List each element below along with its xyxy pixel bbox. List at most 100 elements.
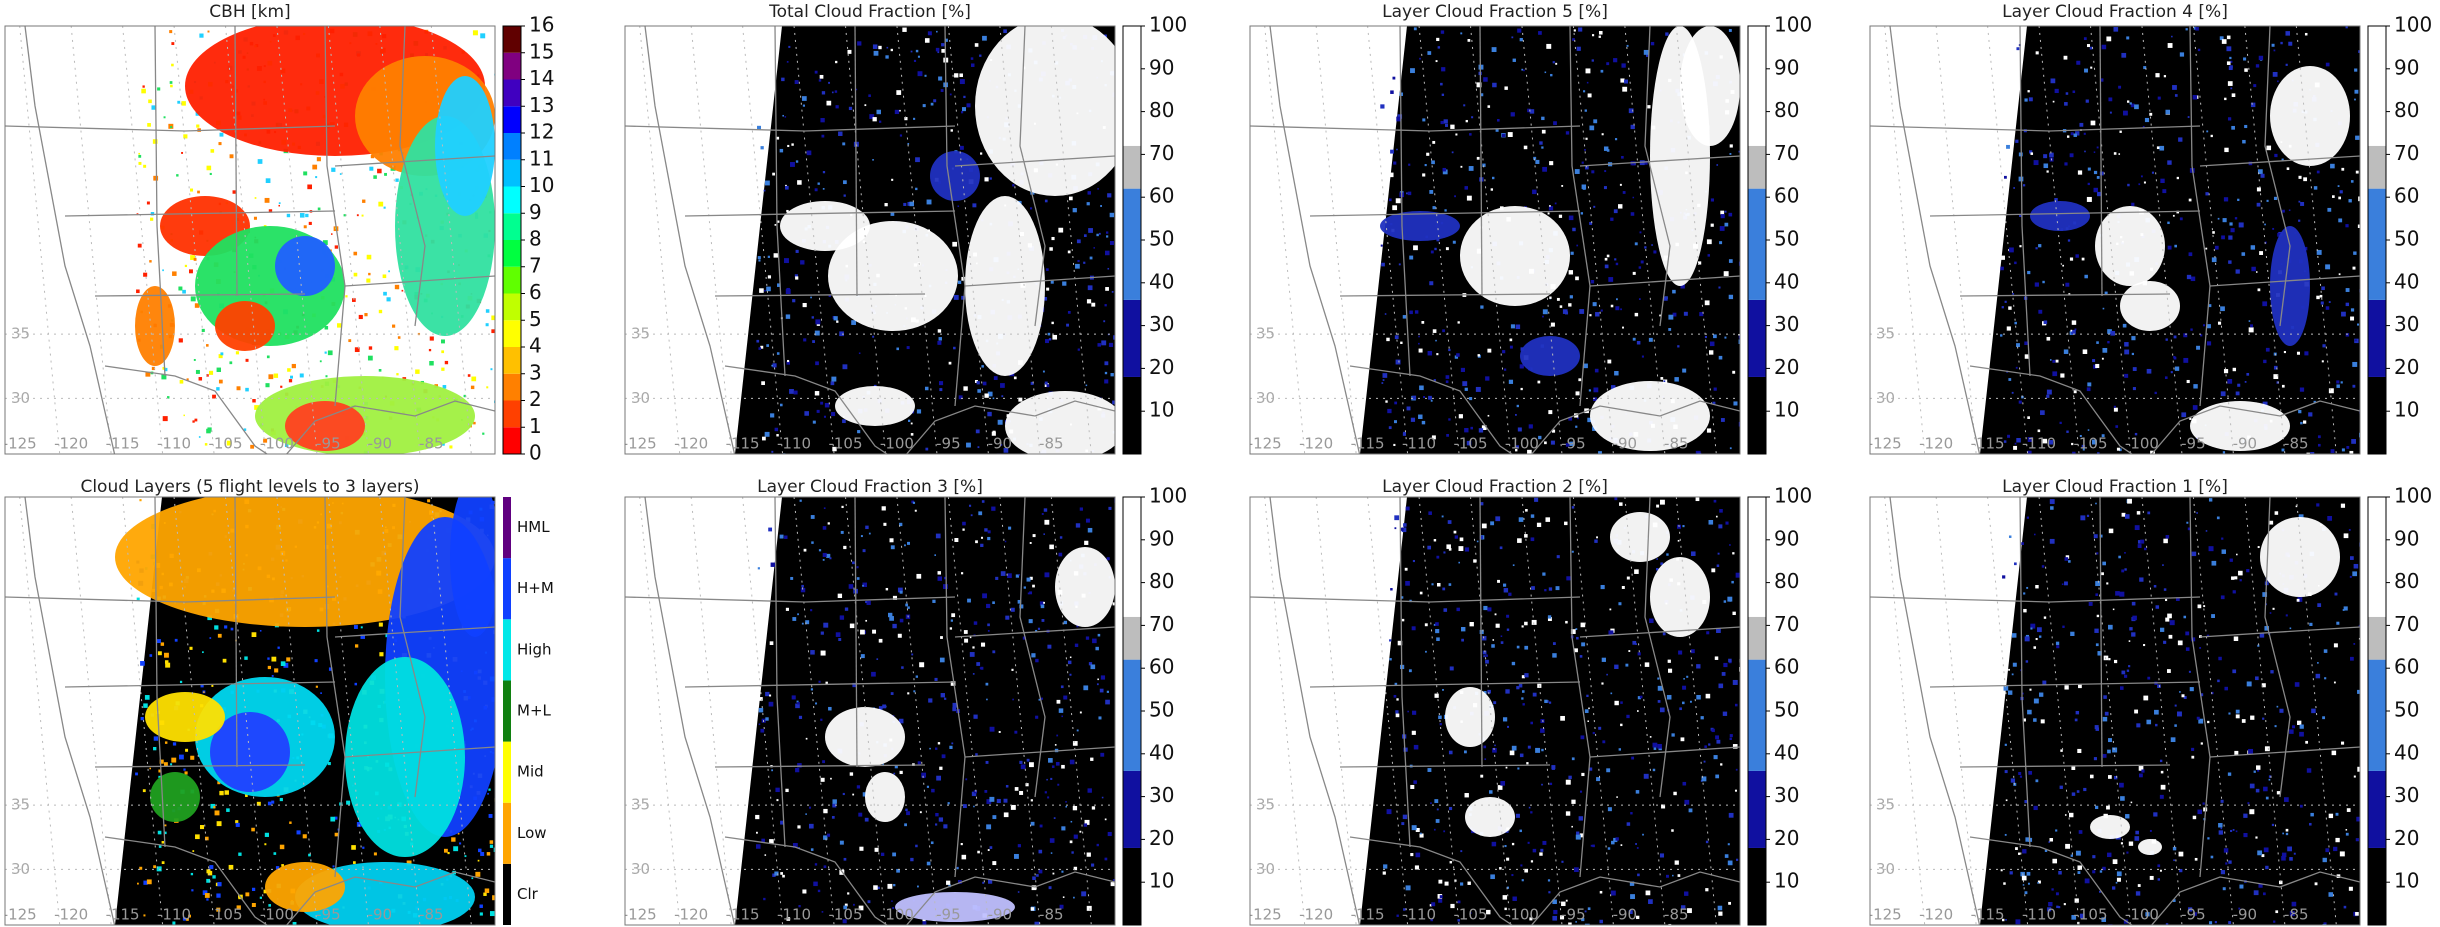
cloud-speck bbox=[986, 824, 991, 829]
lat-label: 35 bbox=[1876, 325, 1895, 343]
cloud-speck bbox=[274, 668, 278, 672]
cloud-speck bbox=[1574, 29, 1576, 31]
cloud-speck bbox=[252, 903, 256, 907]
colorbar-label: 80 bbox=[1149, 569, 1174, 593]
cloud-speck bbox=[2231, 228, 2235, 232]
lon-label: -105 bbox=[208, 435, 242, 453]
cloud-speck bbox=[1068, 251, 1071, 254]
cloud-speck bbox=[2161, 785, 2166, 790]
cloud-speck bbox=[465, 855, 467, 857]
cloud-speck bbox=[309, 222, 312, 225]
cloud-speck bbox=[2219, 830, 2223, 834]
cloud-speck bbox=[2050, 506, 2054, 510]
cloud-speck bbox=[1092, 806, 1095, 809]
cloud-speck bbox=[1502, 350, 1505, 353]
cloud-speck bbox=[787, 360, 789, 362]
colorbar-band bbox=[1123, 146, 1141, 189]
lon-label: -115 bbox=[726, 906, 760, 924]
cloud-speck bbox=[2354, 68, 2357, 71]
cloud-speck bbox=[1531, 586, 1535, 590]
lon-label: -90 bbox=[988, 435, 1013, 453]
cloud-speck bbox=[2141, 175, 2143, 177]
cloud-area bbox=[2030, 201, 2090, 231]
cloud-speck bbox=[1591, 280, 1594, 283]
cloud-speck bbox=[1642, 834, 1644, 836]
cloud-speck bbox=[1405, 581, 1410, 586]
cloud-speck bbox=[1533, 849, 1536, 852]
cloud-speck bbox=[2054, 198, 2057, 201]
cloud-speck bbox=[2304, 351, 2308, 355]
cloud-area bbox=[2138, 839, 2162, 855]
cloud-speck bbox=[1631, 757, 1634, 760]
cloud-speck bbox=[2217, 680, 2220, 683]
lon-label: -90 bbox=[1613, 906, 1638, 924]
cloud-speck bbox=[2228, 772, 2231, 775]
cloud-speck bbox=[362, 200, 365, 203]
cloud-speck bbox=[2282, 853, 2286, 857]
colorbar-label: 100 bbox=[1149, 484, 1187, 508]
cloud-speck bbox=[824, 865, 827, 868]
cloud-speck bbox=[990, 177, 992, 179]
cloud-speck bbox=[2355, 912, 2359, 916]
cloud-speck bbox=[480, 852, 484, 856]
colorbar-label: 40 bbox=[1149, 269, 1174, 293]
cloud-speck bbox=[2152, 172, 2154, 174]
cloud-speck bbox=[2124, 675, 2127, 678]
cloud-speck bbox=[1620, 78, 1624, 82]
cloud-speck bbox=[834, 316, 838, 320]
cloud-speck bbox=[1626, 715, 1629, 718]
cloud-speck bbox=[138, 155, 141, 158]
cloud-speck bbox=[1494, 745, 1496, 747]
cloud-speck bbox=[2037, 627, 2042, 632]
cloud-area bbox=[1610, 512, 1670, 562]
cloud-speck bbox=[2056, 892, 2059, 895]
cloud-speck bbox=[1076, 523, 1080, 527]
cloud-speck bbox=[1400, 342, 1402, 344]
cloud-speck bbox=[2112, 747, 2117, 752]
cloud-speck bbox=[2039, 635, 2041, 637]
cloud-speck bbox=[2230, 830, 2232, 832]
cloud-speck bbox=[1524, 146, 1528, 150]
cloud-speck bbox=[1030, 207, 1032, 209]
cloud-speck bbox=[1578, 378, 1581, 381]
cloud-speck bbox=[1097, 343, 1101, 347]
cloud-speck bbox=[1425, 623, 1428, 626]
cloud-speck bbox=[1627, 45, 1629, 47]
cloud-speck bbox=[2211, 614, 2215, 618]
cloud-speck bbox=[373, 175, 377, 179]
cloud-speck bbox=[305, 214, 308, 217]
cloud-speck bbox=[1615, 837, 1618, 840]
cloud-speck bbox=[2255, 836, 2257, 838]
cloud-speck bbox=[260, 897, 262, 899]
cloud-speck bbox=[823, 623, 828, 628]
cloud-speck bbox=[786, 608, 789, 611]
cloud-speck bbox=[1633, 272, 1636, 275]
cloud-speck bbox=[918, 56, 920, 58]
cloud-speck bbox=[1509, 380, 1513, 384]
cloud-speck bbox=[2155, 392, 2157, 394]
cloud-speck bbox=[1079, 831, 1081, 833]
cloud-speck bbox=[797, 763, 802, 768]
cloud-speck bbox=[1403, 315, 1407, 319]
cloud-speck bbox=[172, 271, 177, 276]
cloud-speck bbox=[951, 613, 955, 617]
cloud-speck bbox=[787, 61, 789, 63]
cloud-speck bbox=[1420, 592, 1423, 595]
cloud-speck bbox=[2209, 546, 2214, 551]
cloud-speck bbox=[1105, 372, 1107, 374]
cloud-speck bbox=[384, 173, 387, 176]
cloud-speck bbox=[1412, 396, 1416, 400]
cloud-area bbox=[150, 772, 200, 822]
cloud-speck bbox=[2266, 348, 2270, 352]
lon-label: -90 bbox=[368, 906, 393, 924]
cloud-speck bbox=[1068, 661, 1071, 664]
panel: Layer Cloud Fraction 1 [%]3530-125-120-1… bbox=[1868, 477, 2433, 927]
cloud-speck bbox=[1566, 811, 1570, 815]
cloud-speck bbox=[944, 698, 946, 700]
cloud-speck bbox=[1512, 897, 1516, 901]
cloud-speck bbox=[2233, 590, 2236, 593]
cloud-speck bbox=[2297, 721, 2301, 725]
cloud-speck bbox=[1524, 646, 1528, 650]
cloud-speck bbox=[1620, 701, 1622, 703]
cloud-speck bbox=[1431, 160, 1435, 164]
